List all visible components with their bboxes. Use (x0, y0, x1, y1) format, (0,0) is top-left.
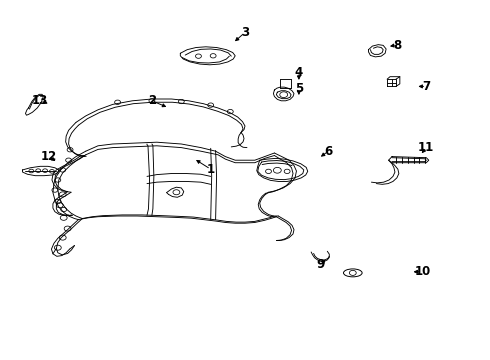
Text: 8: 8 (393, 39, 401, 51)
Text: 4: 4 (295, 66, 303, 78)
Text: 7: 7 (422, 80, 430, 93)
Text: 6: 6 (324, 145, 332, 158)
Text: 5: 5 (295, 82, 303, 95)
Text: 13: 13 (32, 94, 49, 107)
Text: 10: 10 (414, 265, 431, 278)
Text: 11: 11 (418, 141, 435, 154)
Text: 2: 2 (148, 94, 156, 107)
Text: 3: 3 (241, 26, 249, 39)
Text: 12: 12 (41, 150, 57, 163)
Text: 1: 1 (207, 163, 215, 176)
Text: 9: 9 (317, 258, 325, 271)
